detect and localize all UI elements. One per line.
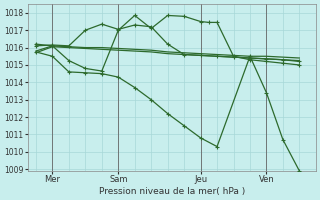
X-axis label: Pression niveau de la mer( hPa ): Pression niveau de la mer( hPa ) xyxy=(99,187,245,196)
